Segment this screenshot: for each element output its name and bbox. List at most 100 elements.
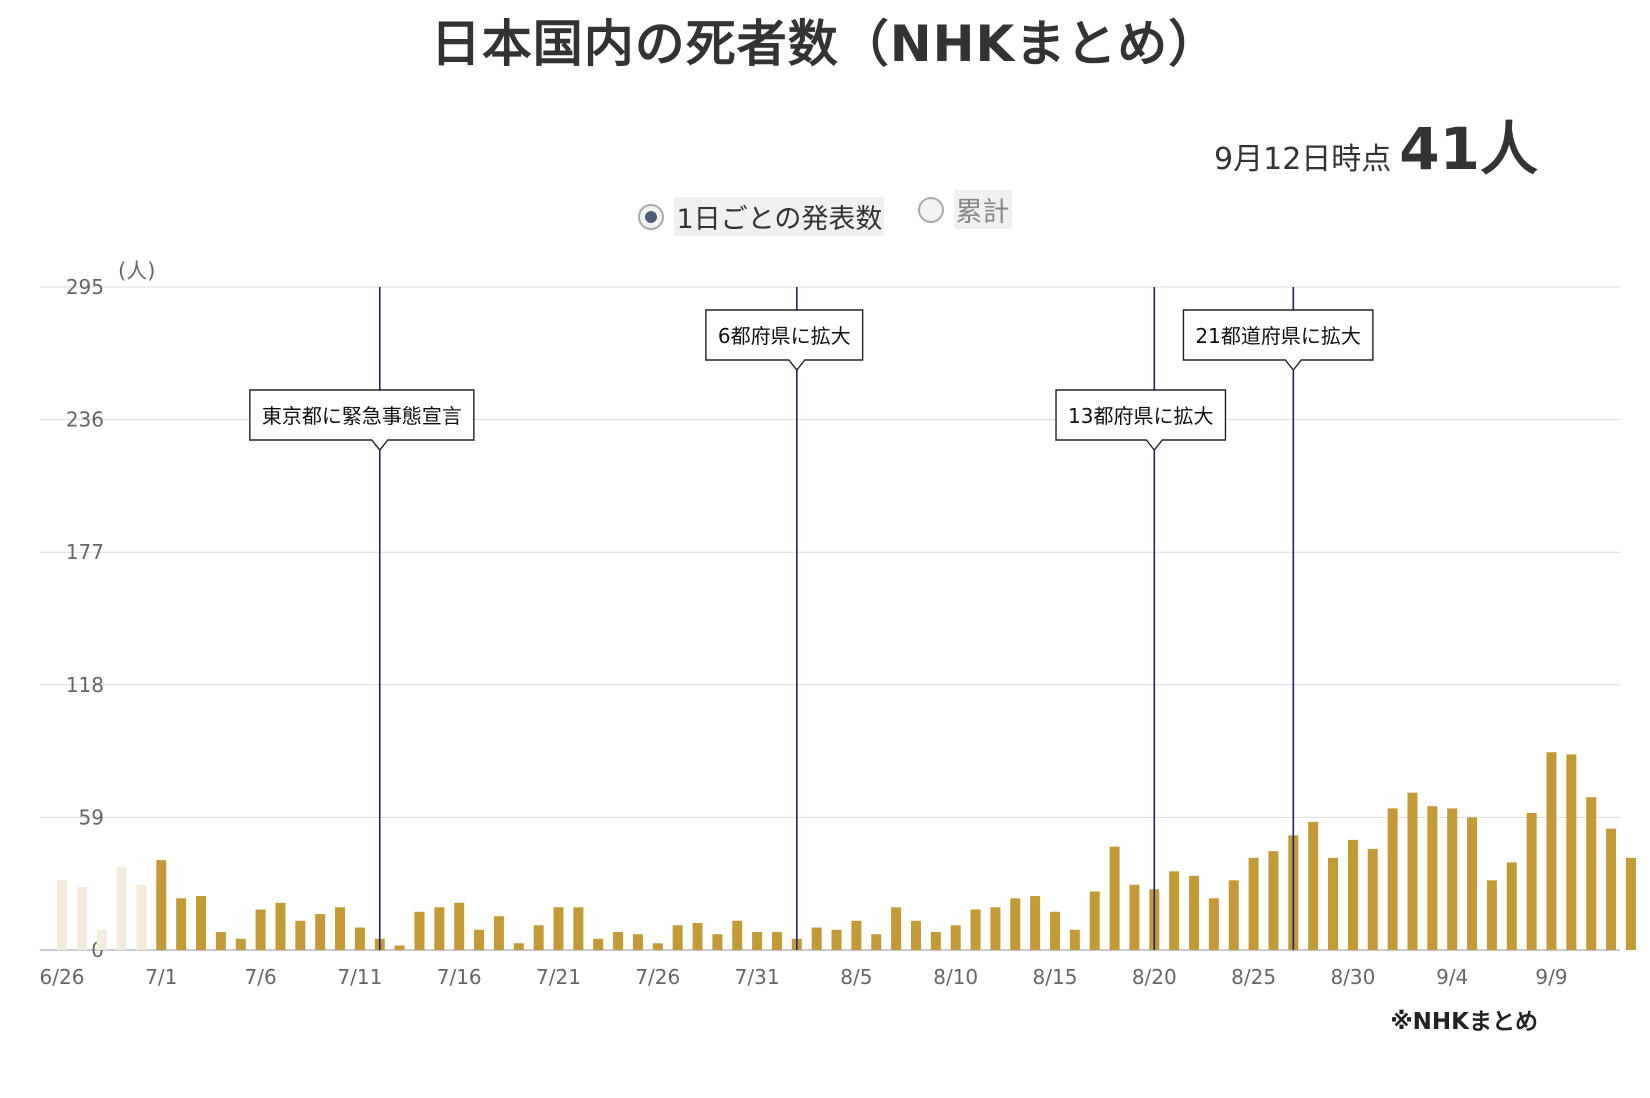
bar xyxy=(1189,875,1200,950)
bar xyxy=(1308,821,1319,950)
bar xyxy=(1169,871,1180,950)
radio-selected-icon[interactable] xyxy=(638,203,665,230)
bar xyxy=(1387,808,1398,950)
bar xyxy=(1566,754,1577,950)
bar xyxy=(1427,806,1438,950)
bar xyxy=(1010,898,1021,950)
bar-faded xyxy=(57,880,67,950)
bar xyxy=(1268,851,1279,950)
bar xyxy=(593,938,604,950)
event-callout-box xyxy=(1055,389,1227,452)
bar xyxy=(732,920,743,950)
bar-faded xyxy=(76,887,87,950)
x-tick-label: 9/9 xyxy=(1535,965,1567,989)
x-tick-label: 8/30 xyxy=(1330,965,1375,989)
event-callout: 6都府県に拡大 xyxy=(705,309,864,372)
x-tick-label: 7/21 xyxy=(536,965,581,989)
as-of-value: 41人 xyxy=(1399,115,1538,183)
bar xyxy=(632,934,643,950)
bar xyxy=(990,907,1001,950)
bar xyxy=(414,911,425,950)
event-callout-box xyxy=(705,309,864,372)
bar xyxy=(930,932,941,950)
toggle-cumulative-label: 累計 xyxy=(953,190,1012,229)
event-callout-label: 東京都に緊急事態宣言 xyxy=(262,404,462,428)
toggle-daily[interactable]: 1日ごとの発表数 xyxy=(638,197,885,236)
bar xyxy=(354,927,365,950)
radio-dot-icon xyxy=(645,210,658,223)
bar-faded xyxy=(136,884,147,950)
bar xyxy=(1328,857,1339,950)
bar xyxy=(1407,792,1418,950)
bar xyxy=(1447,808,1458,950)
bar xyxy=(613,932,624,950)
bar-faded xyxy=(116,866,127,950)
bar xyxy=(434,907,445,950)
bar xyxy=(1030,896,1041,950)
x-tick-label: 6/26 xyxy=(40,965,85,989)
y-tick-label: 118 xyxy=(66,673,104,697)
x-tick-label: 8/15 xyxy=(1033,965,1078,989)
bar xyxy=(1050,911,1060,950)
event-line-layer xyxy=(378,287,1295,950)
x-tick-label: 7/26 xyxy=(635,965,680,989)
x-tick-label: 8/20 xyxy=(1132,965,1177,989)
x-tick-label: 7/16 xyxy=(437,965,482,989)
bar xyxy=(1089,891,1100,950)
bar xyxy=(176,898,187,950)
y-tick-label: 177 xyxy=(66,540,104,564)
radio-unselected-icon[interactable] xyxy=(917,196,944,223)
bar-faded xyxy=(96,929,107,950)
bar xyxy=(1109,846,1120,950)
chart-title: 日本国内の死者数（NHKまとめ） xyxy=(430,15,1220,73)
event-callout: 21都道府県に拡大 xyxy=(1182,309,1374,372)
bar xyxy=(573,907,584,950)
bar xyxy=(672,925,683,950)
x-tick-label: 7/11 xyxy=(337,965,382,989)
x-tick-label: 7/1 xyxy=(145,965,177,989)
as-of-summary: 9月12日時点 41人 xyxy=(1214,102,1538,186)
bar xyxy=(831,929,842,950)
bar xyxy=(295,920,306,950)
y-tick-label: 295 xyxy=(66,275,104,299)
bar-layer xyxy=(57,752,1636,950)
bar xyxy=(196,896,207,950)
bar xyxy=(1347,839,1358,950)
bar xyxy=(851,920,862,950)
event-callout: 東京都に緊急事態宣言 xyxy=(249,389,475,452)
y-unit-label: (人) xyxy=(118,259,155,283)
x-axis-labels: 6/26 7/1 7/6 7/11 7/16 7/21 7/26 7/31 8/5 8/10 8/1… xyxy=(40,965,1568,989)
toggle-daily-label: 1日ごとの発表数 xyxy=(674,197,885,236)
bar xyxy=(1467,817,1478,950)
bar xyxy=(1367,848,1378,950)
bar xyxy=(771,932,782,950)
x-tick-label: 7/6 xyxy=(245,965,277,989)
grid-layer: 059118177236295 xyxy=(40,275,1620,962)
event-callout-label: 13都府県に拡大 xyxy=(1068,404,1213,428)
bar xyxy=(1228,880,1239,950)
bar xyxy=(335,907,346,950)
x-tick-label: 8/25 xyxy=(1231,965,1276,989)
bar xyxy=(1506,862,1517,950)
toggle-cumulative[interactable]: 累計 xyxy=(917,190,1012,229)
bar xyxy=(1248,857,1259,950)
bar xyxy=(1586,797,1597,950)
bar xyxy=(1069,929,1080,950)
bar xyxy=(235,938,246,950)
bar xyxy=(970,909,981,950)
bar xyxy=(454,902,465,950)
event-callout: 13都府県に拡大 xyxy=(1055,389,1227,452)
bar xyxy=(255,909,266,950)
bar xyxy=(315,914,326,950)
bar xyxy=(1129,884,1140,950)
bar xyxy=(1208,898,1219,950)
event-callout-label: 6都府県に拡大 xyxy=(718,324,851,348)
bar xyxy=(712,934,723,950)
bar xyxy=(871,934,882,950)
bar xyxy=(1486,880,1497,950)
x-tick-label: 8/10 xyxy=(933,965,978,989)
bar xyxy=(811,927,822,950)
event-callout-label: 21都道府県に拡大 xyxy=(1195,324,1360,348)
source-note: ※NHKまとめ xyxy=(1390,1009,1538,1035)
